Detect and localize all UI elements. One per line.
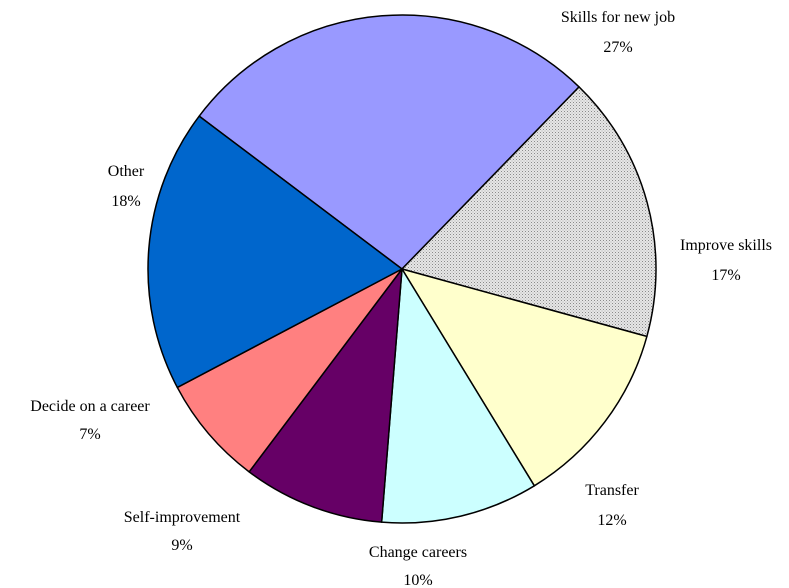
pie-slice-transfer bbox=[401, 268, 648, 487]
pie-slices bbox=[147, 14, 657, 524]
pie-slice-self-improvement bbox=[248, 268, 403, 523]
slice-label-improve-skills: Improve skills bbox=[680, 237, 772, 254]
slice-value-skills-for-new-job: 27% bbox=[603, 39, 632, 56]
slice-label-transfer: Transfer bbox=[585, 482, 639, 499]
slice-value-improve-skills: 17% bbox=[711, 267, 740, 284]
pie-slice-decide-on-a-career bbox=[176, 268, 403, 473]
slice-value-other: 18% bbox=[111, 193, 140, 210]
pie-slice-skills-for-new-job bbox=[198, 14, 580, 270]
pie-slice-improve-skills bbox=[401, 86, 657, 338]
slice-value-self-improvement: 9% bbox=[171, 537, 192, 554]
pie-labels: Skills for new job 27% Improve skills 17% Tr… bbox=[30, 9, 772, 588]
pie-slice-other bbox=[147, 115, 403, 389]
slice-label-decide-on-a-career: Decide on a career bbox=[30, 398, 150, 415]
slice-label-other: Other bbox=[108, 163, 145, 180]
slice-label-skills-for-new-job: Skills for new job bbox=[561, 9, 675, 26]
slice-value-transfer: 12% bbox=[597, 512, 626, 529]
slice-label-self-improvement: Self-improvement bbox=[124, 509, 241, 526]
pie-slice-change-careers bbox=[380, 268, 536, 524]
slice-value-change-careers: 10% bbox=[403, 572, 432, 588]
slice-label-change-careers: Change careers bbox=[369, 544, 467, 561]
slice-value-decide-on-a-career: 7% bbox=[79, 426, 100, 443]
